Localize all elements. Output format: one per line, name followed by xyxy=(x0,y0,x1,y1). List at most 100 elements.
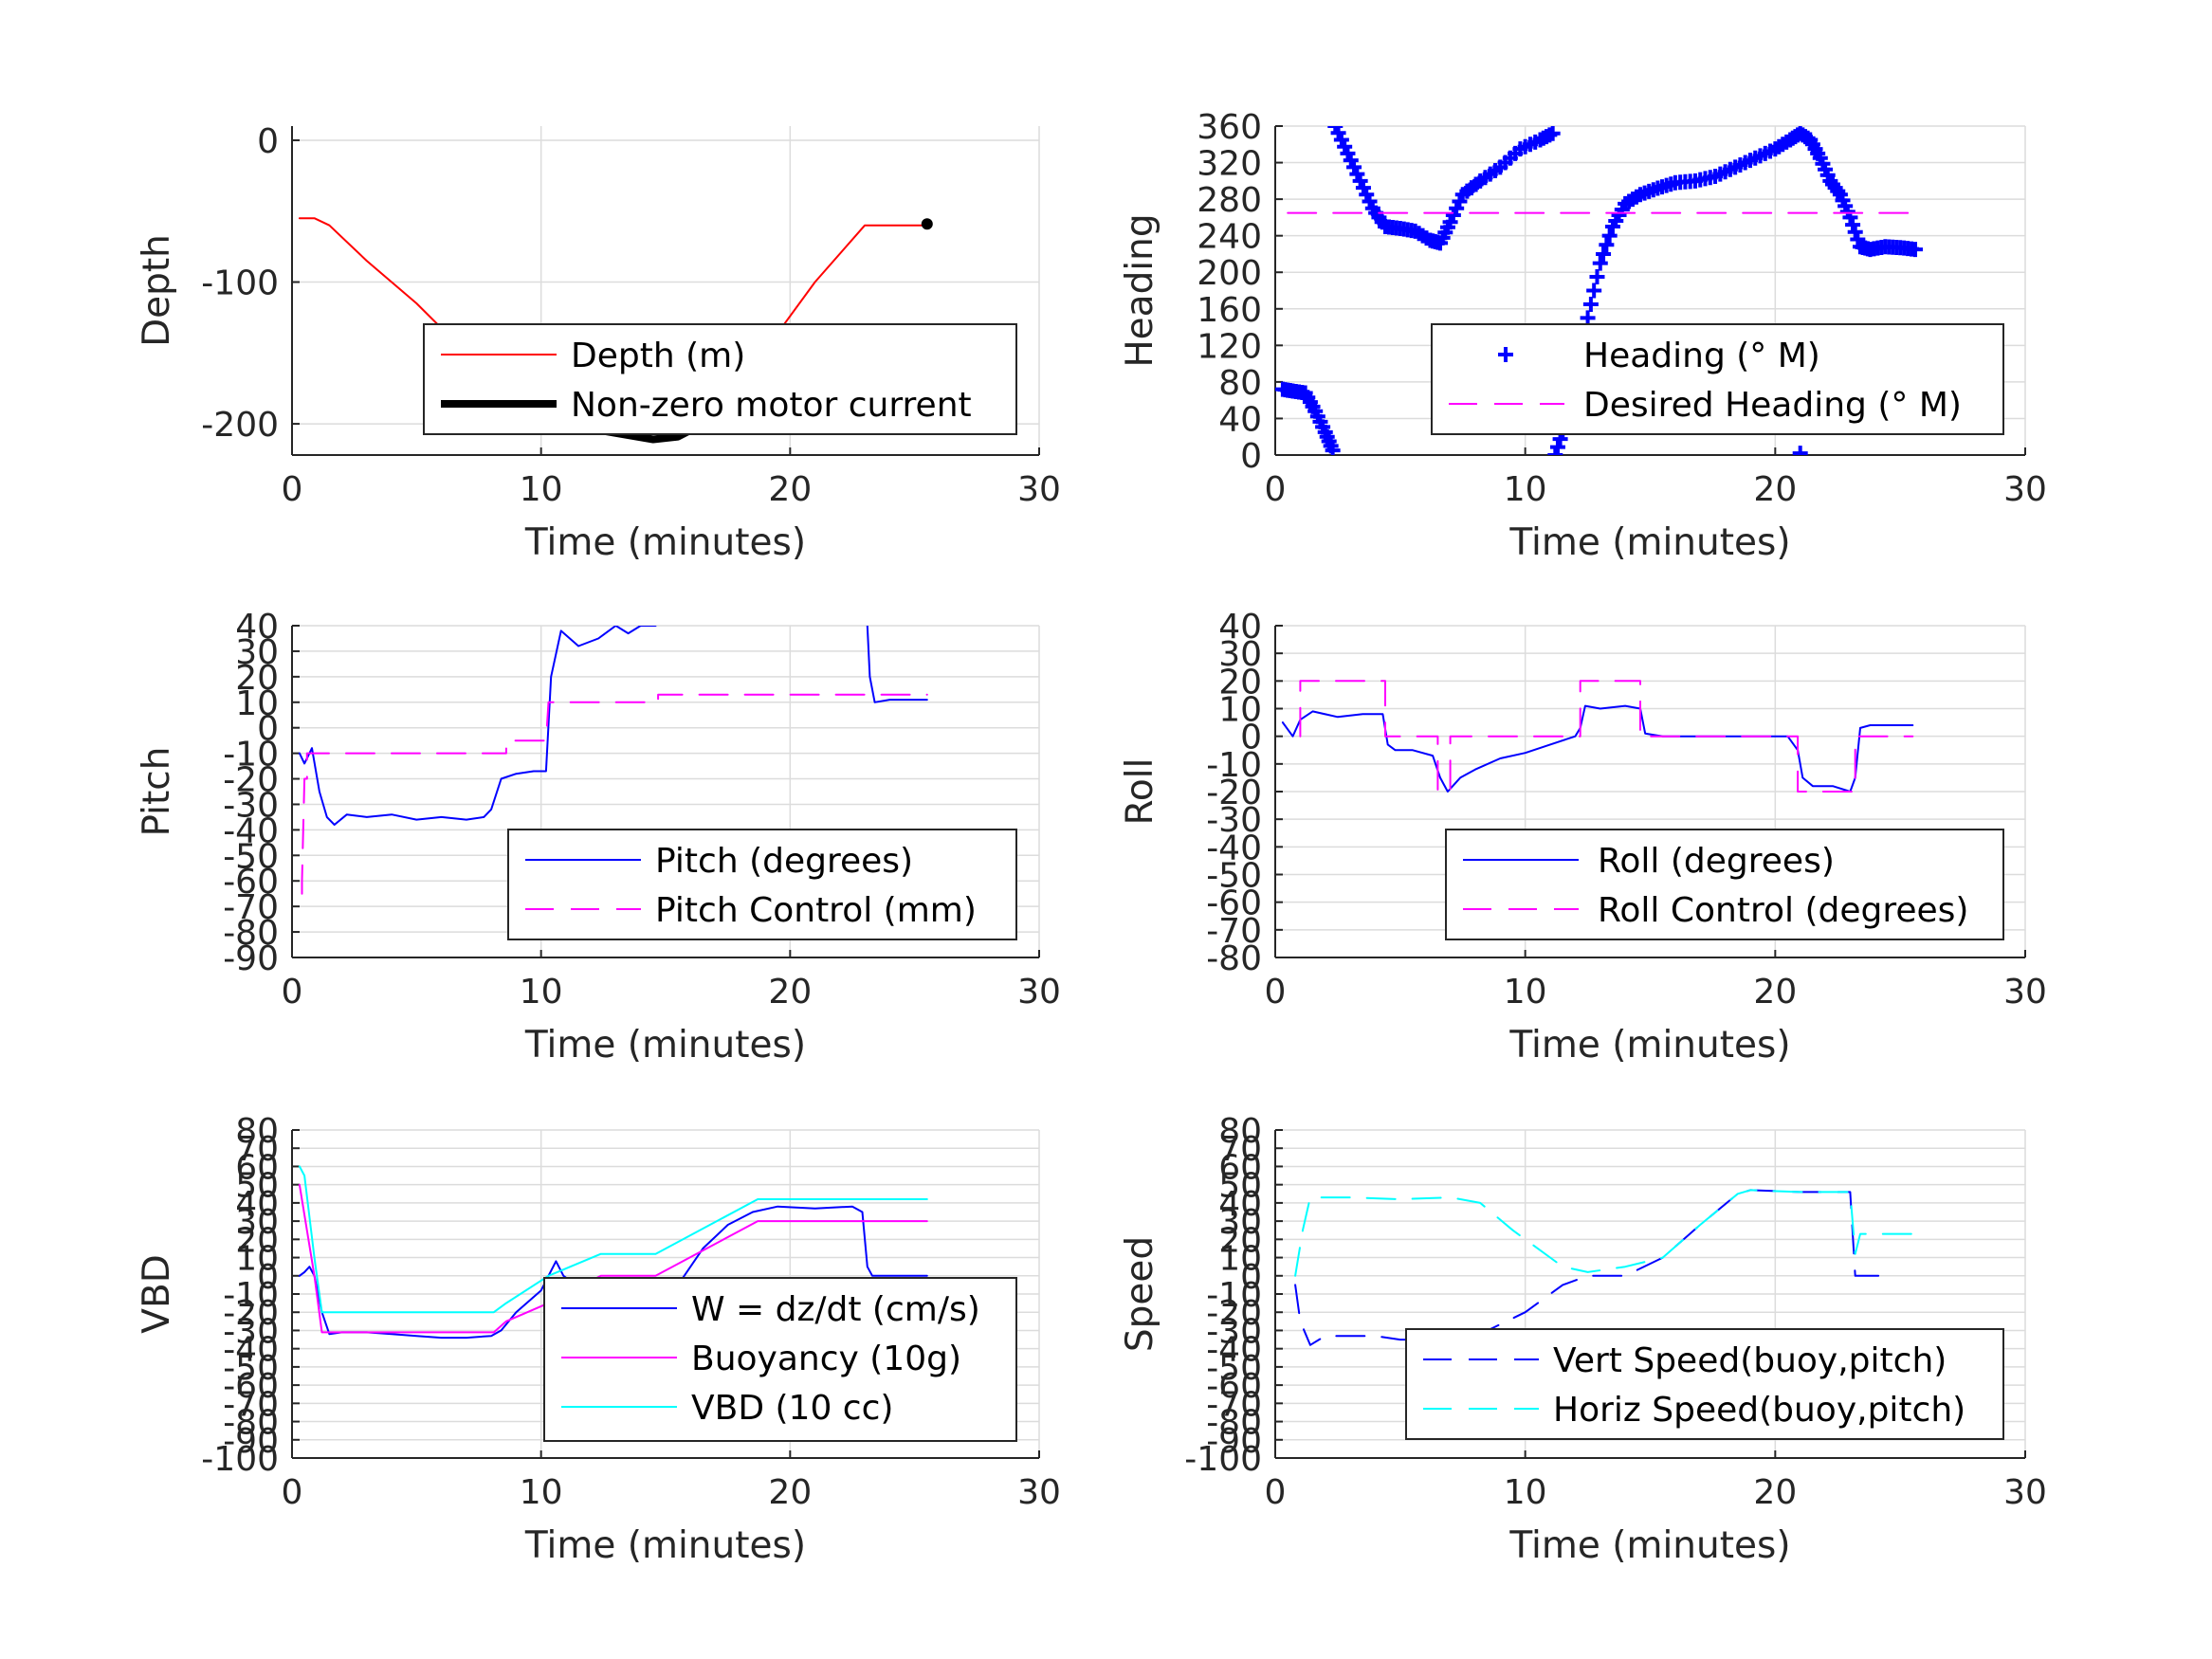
legend-item: W = dz/dt (cm/s) xyxy=(561,1290,980,1329)
x-tick-label: 20 xyxy=(1753,973,1797,1012)
data-point xyxy=(1850,231,1866,247)
y-axis-label: Depth xyxy=(136,234,178,347)
x-tick-label: 20 xyxy=(768,973,812,1012)
y-tick-label: 10 xyxy=(235,684,279,723)
plot-area xyxy=(298,626,928,895)
legend: Depth (m) Non-zero motor current xyxy=(423,323,1017,435)
x-tick-label: 20 xyxy=(768,1473,812,1512)
y-axis-label: Roll xyxy=(1119,758,1161,826)
y-tick-label: -50 xyxy=(1206,857,1262,896)
data-point xyxy=(1549,439,1565,455)
x-axis-label: Time (minutes) xyxy=(524,521,806,564)
data-point xyxy=(1362,193,1378,210)
legend-label: Roll Control (degrees) xyxy=(1598,891,1968,930)
legend-item: Roll (degrees) xyxy=(1463,842,1835,881)
y-tick-label: -10 xyxy=(223,1276,279,1315)
x-tick-label: 10 xyxy=(520,973,563,1012)
y-tick-label: 200 xyxy=(1197,254,1262,293)
x-tick-label: 10 xyxy=(1504,1473,1547,1512)
y-tick-label: 0 xyxy=(1240,719,1262,757)
data-point xyxy=(1742,153,1758,169)
x-tick-label: 0 xyxy=(282,1473,303,1512)
x-tick-label: 20 xyxy=(768,470,812,509)
x-tick-label: 30 xyxy=(2003,1473,2047,1512)
y-tick-label: -10 xyxy=(1206,1276,1262,1315)
data-point xyxy=(1819,167,1836,183)
data-point xyxy=(1792,446,1808,455)
data-point xyxy=(1904,241,1920,257)
data-point xyxy=(1337,138,1353,155)
legend-item: Vert Speed(buoy,pitch) xyxy=(1423,1341,1947,1380)
y-tick-label: 320 xyxy=(1197,145,1262,184)
legend-box xyxy=(543,1277,1017,1442)
x-tick-label: 30 xyxy=(2003,973,2047,1012)
y-tick-label: -40 xyxy=(1206,1331,1262,1370)
data-point xyxy=(1839,204,1856,220)
y-tick-label: 70 xyxy=(235,1130,279,1169)
legend: Heading (° M) Desired Heading (° M) xyxy=(1431,323,2004,435)
legend-label: Depth (m) xyxy=(571,337,745,375)
plot-area xyxy=(1281,680,1914,793)
y-tick-label: -30 xyxy=(223,786,279,825)
data-point xyxy=(1349,166,1365,182)
series-horiz-speed-buoy-pitch xyxy=(1294,1189,1914,1277)
y-tick-label: -20 xyxy=(223,761,279,800)
data-point xyxy=(1452,193,1468,210)
y-tick-label: -30 xyxy=(1206,801,1262,840)
data-point xyxy=(1847,224,1863,240)
y-tick-label: 30 xyxy=(235,633,279,672)
legend-box xyxy=(507,829,1017,940)
y-tick-label: -30 xyxy=(1206,1312,1262,1351)
x-tick-label: 20 xyxy=(1753,470,1797,509)
y-axis-label: Speed xyxy=(1119,1236,1161,1352)
legend-label: Heading (° M) xyxy=(1583,337,1820,375)
x-axis-label: Time (minutes) xyxy=(1508,521,1790,564)
y-tick-label: 60 xyxy=(1218,1148,1262,1187)
legend-item: Pitch (degrees) xyxy=(525,842,913,881)
legend-item: Heading (° M) xyxy=(1498,337,1820,375)
y-tick-label: -80 xyxy=(223,914,279,953)
y-tick-label: 20 xyxy=(235,659,279,698)
data-point xyxy=(1488,162,1504,178)
legend: Pitch (degrees) Pitch Control (mm) xyxy=(507,829,1017,940)
y-axis-label: VBD xyxy=(136,1254,178,1333)
x-tick-label: 30 xyxy=(1017,1473,1061,1512)
data-point xyxy=(1596,246,1612,262)
data-point xyxy=(1508,145,1524,161)
y-tick-label: 30 xyxy=(1218,635,1262,674)
y-tick-label: 80 xyxy=(1218,364,1262,403)
y-tick-label: 40 xyxy=(1218,608,1262,647)
x-tick-label: 0 xyxy=(1265,470,1287,509)
x-tick-label: 0 xyxy=(1265,973,1287,1012)
y-tick-label: 50 xyxy=(235,1167,279,1206)
data-point xyxy=(1763,143,1779,159)
data-point xyxy=(1614,201,1630,217)
legend-item: Horiz Speed(buoy,pitch) xyxy=(1423,1391,1965,1430)
data-point xyxy=(1547,447,1563,455)
y-tick-label: 0 xyxy=(1240,437,1262,476)
y-tick-label: -60 xyxy=(1206,884,1262,923)
data-point xyxy=(1601,228,1618,244)
y-tick-label: 60 xyxy=(235,1148,279,1187)
plot-area xyxy=(1275,126,1923,455)
x-axis-label: Time (minutes) xyxy=(1508,1524,1790,1567)
legend: Roll (degrees) Roll Control (degrees) xyxy=(1445,829,2004,940)
x-axis-label: Time (minutes) xyxy=(524,1524,806,1567)
data-point xyxy=(1810,145,1826,161)
y-tick-label: -30 xyxy=(223,1312,279,1351)
y-tick-label: 40 xyxy=(235,1185,279,1224)
legend-item: Desired Heading (° M) xyxy=(1449,386,1962,425)
data-point xyxy=(1323,438,1339,454)
x-axis-label: Time (minutes) xyxy=(1508,1024,1790,1066)
data-point xyxy=(1645,182,1661,198)
legend-label: Desired Heading (° M) xyxy=(1583,386,1962,425)
series-heading-m xyxy=(1275,126,1923,455)
legend: Vert Speed(buoy,pitch) Horiz Speed(buoy,p… xyxy=(1405,1328,2004,1440)
data-point xyxy=(1305,398,1321,414)
y-tick-label: 240 xyxy=(1197,218,1262,257)
data-point xyxy=(1599,237,1615,253)
legend-box xyxy=(1405,1328,2004,1440)
legend-item: Buoyancy (10g) xyxy=(561,1340,961,1378)
y-tick-label: -100 xyxy=(201,264,279,303)
